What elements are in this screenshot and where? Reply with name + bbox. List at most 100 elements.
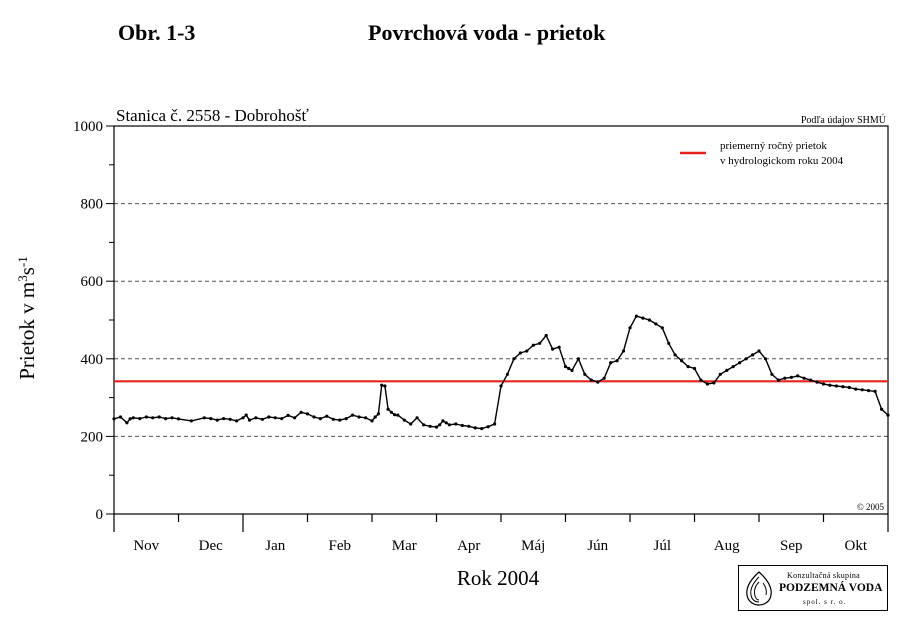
data-point: [286, 413, 290, 417]
data-point: [273, 416, 277, 420]
data-point: [834, 384, 839, 388]
data-point: [751, 353, 755, 357]
data-point: [570, 368, 574, 372]
data-point: [680, 359, 684, 363]
data-point: [138, 417, 142, 421]
data-point: [505, 372, 509, 376]
data-point: [370, 419, 374, 423]
y-axis: 0 200 400 600 800 1000: [73, 119, 114, 523]
data-point: [557, 345, 561, 349]
data-point: [447, 423, 451, 427]
data-point: [544, 333, 548, 338]
logo-line-3: spol. s r. o.: [803, 598, 847, 606]
y-tick-label: 400: [81, 352, 104, 368]
data-point: [609, 361, 613, 365]
data-point: [796, 374, 800, 378]
x-axis-title: Rok 2004: [457, 566, 540, 590]
data-point: [705, 382, 710, 386]
x-tick-label: Aug: [714, 538, 740, 554]
data-point: [131, 416, 135, 420]
data-point: [393, 413, 397, 417]
data-point: [325, 414, 329, 418]
data-point: [699, 378, 703, 382]
x-tick-label: Dec: [199, 538, 223, 554]
data-point: [596, 380, 600, 384]
data-point: [576, 357, 581, 361]
data-point: [318, 417, 322, 421]
data-point: [438, 423, 442, 427]
data-point: [209, 417, 213, 421]
data-point: [396, 413, 400, 417]
data-point: [686, 365, 690, 369]
data-point: [815, 380, 819, 384]
company-logo: Konzultačná skupina PODZEMNÁ VODA spol. …: [738, 565, 888, 611]
data-point: [331, 417, 335, 421]
data-point: [267, 415, 271, 419]
data-point: [867, 389, 871, 393]
data-point: [647, 318, 652, 322]
data-point: [692, 366, 697, 371]
data-point: [567, 366, 571, 371]
data-point: [493, 422, 497, 426]
data-point: [512, 357, 516, 361]
source-label: Podľa údajov SHMÚ: [801, 114, 887, 126]
x-tick-label: Feb: [329, 538, 352, 554]
data-point: [531, 343, 535, 347]
x-tick-label: Júl: [653, 538, 671, 554]
data-point: [202, 416, 206, 420]
data-point: [821, 382, 826, 386]
x-tick-label: Mar: [392, 538, 417, 554]
y-tick-label: 800: [81, 197, 104, 213]
data-point: [215, 418, 219, 422]
data-point: [402, 418, 406, 422]
data-point: [589, 378, 593, 382]
data-point: [241, 416, 245, 420]
data-point: [725, 368, 729, 372]
data-point: [525, 349, 529, 353]
x-tick-label: Nov: [133, 538, 159, 554]
x-axis: Nov Dec Jan Feb Mar Apr Máj Jún Júl Aug Sep Okt: [113, 514, 889, 554]
data-point: [731, 365, 735, 369]
y-tick-label: 0: [96, 507, 104, 523]
data-point: [125, 421, 129, 425]
grid-lines: [114, 203, 888, 437]
data-point: [428, 424, 432, 428]
data-point: [770, 372, 774, 376]
data-point: [351, 413, 355, 417]
x-tick-label: Máj: [521, 538, 545, 554]
data-point: [621, 349, 626, 353]
data-point: [563, 365, 568, 369]
data-point: [860, 388, 864, 392]
legend-text-line-2: v hydrologickom roku 2004: [720, 155, 844, 167]
x-tick-label: Jún: [587, 538, 608, 554]
data-point: [235, 419, 239, 423]
data-point: [744, 357, 748, 361]
data-point: [164, 417, 168, 421]
data-point: [473, 426, 477, 430]
data-point: [480, 427, 484, 431]
data-point: [841, 385, 845, 389]
data-point: [373, 415, 377, 419]
data-point: [189, 419, 193, 423]
data-point: [338, 418, 342, 422]
y-tick-label: 600: [81, 274, 104, 290]
data-point: [364, 416, 368, 420]
data-point: [602, 376, 606, 380]
data-point: [667, 341, 671, 345]
data-point: [415, 416, 419, 420]
data-point: [112, 417, 116, 421]
data-point: [828, 383, 832, 387]
data-point: [873, 389, 877, 393]
data-point: [880, 407, 884, 411]
data-point: [305, 412, 310, 416]
data-point: [299, 410, 303, 414]
data-point: [344, 417, 348, 421]
data-point: [847, 385, 851, 390]
data-point: [157, 415, 161, 419]
data-point: [712, 381, 716, 385]
data-point: [763, 357, 768, 361]
data-point: [551, 347, 555, 351]
data-point: [422, 423, 426, 427]
data-point: [118, 415, 123, 419]
